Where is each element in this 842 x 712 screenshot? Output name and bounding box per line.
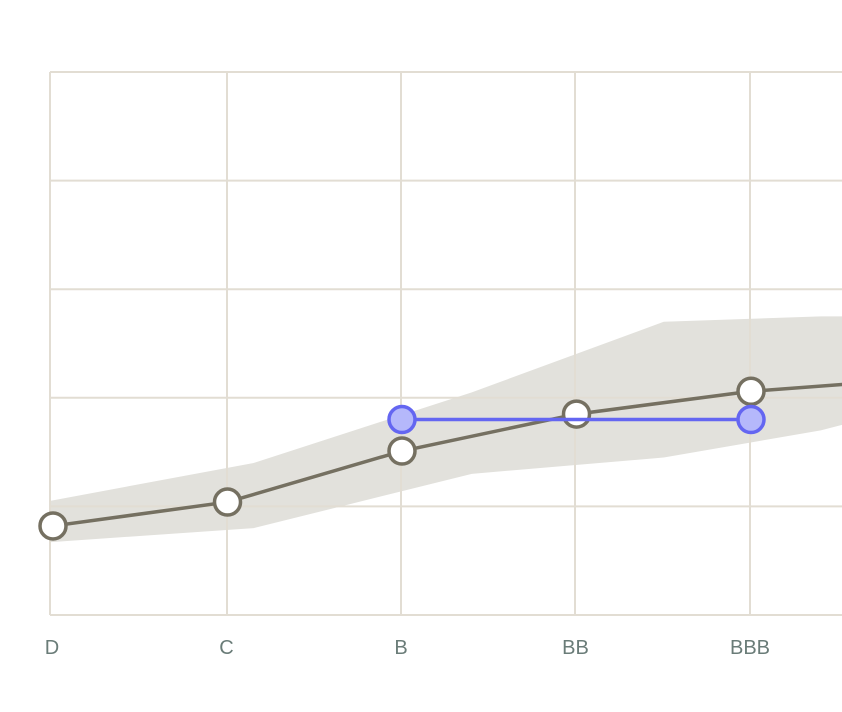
series-2: [387, 404, 766, 435]
data-point: [387, 436, 417, 466]
x-tick-labels: DCBBBBBBA: [45, 637, 770, 659]
confidence-band-layer: [49, 316, 842, 543]
x-tick-label: BB: [562, 637, 589, 659]
confidence-band: [49, 316, 842, 543]
data-point: [561, 399, 592, 429]
x-tick-label: C: [219, 637, 233, 659]
x-tick-label: B: [394, 637, 407, 659]
series-layer: [38, 376, 842, 541]
data-point: [736, 376, 766, 407]
series-1: [38, 376, 842, 541]
x-tick-label: D: [45, 637, 59, 659]
series-line: [52, 382, 842, 528]
data-point: [38, 511, 68, 541]
data-point: [212, 487, 243, 517]
data-point: [387, 404, 417, 435]
x-tick-label: BBB: [730, 637, 770, 659]
data-point: [736, 404, 766, 435]
